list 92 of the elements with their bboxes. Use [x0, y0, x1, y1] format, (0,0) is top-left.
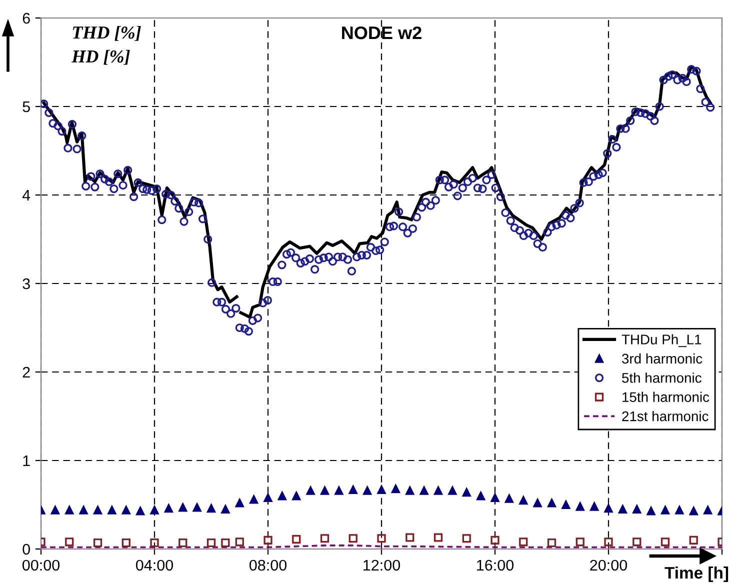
point — [235, 498, 244, 508]
point — [250, 495, 258, 504]
point — [377, 485, 386, 494]
legend-label: 21st harmonic — [622, 411, 708, 422]
point — [178, 538, 188, 548]
point — [79, 506, 88, 514]
x-tick-label: 00:00 — [22, 560, 60, 571]
point — [178, 503, 188, 512]
point — [632, 504, 642, 514]
point — [533, 498, 542, 508]
point — [434, 486, 443, 495]
point — [547, 498, 556, 508]
point — [150, 538, 159, 548]
point — [391, 484, 400, 494]
point — [292, 492, 301, 500]
point — [278, 492, 286, 500]
point — [490, 536, 500, 544]
point — [632, 538, 642, 546]
point — [576, 502, 584, 511]
point — [590, 502, 599, 511]
point — [348, 534, 358, 543]
point — [206, 538, 216, 548]
x-tick-label: 04:00 — [136, 560, 174, 571]
point — [704, 506, 712, 514]
y-axis-title: THD [%] HD [%] — [72, 26, 141, 65]
legend-label: THDu Ph_L1 — [622, 334, 702, 348]
point — [235, 538, 244, 546]
point — [562, 500, 570, 510]
point — [448, 486, 457, 495]
x-axis-title: Time [h] — [664, 566, 728, 582]
point — [675, 506, 684, 514]
y-tick-label: 1 — [23, 456, 30, 466]
x-tick-label: 08:00 — [249, 560, 287, 571]
chart-title: NODE w2 — [342, 26, 422, 40]
point — [618, 504, 627, 514]
legend-label: 5th harmonic — [622, 372, 702, 383]
point — [462, 488, 471, 497]
point — [490, 493, 500, 502]
y-tick-label: 0 — [22, 544, 30, 555]
point — [122, 538, 130, 548]
point — [65, 538, 74, 546]
point — [306, 486, 315, 495]
point — [264, 493, 272, 502]
point — [604, 538, 613, 546]
point — [93, 538, 102, 548]
point — [122, 506, 130, 514]
point — [348, 485, 358, 494]
x-tick-label: 12:00 — [364, 560, 400, 571]
point — [689, 506, 698, 516]
point — [660, 506, 670, 514]
legend-label: 15th harmonic — [622, 392, 710, 402]
y-tick-label: 5 — [22, 102, 30, 112]
point — [604, 504, 613, 513]
point — [50, 506, 60, 514]
point — [363, 486, 372, 495]
point — [406, 486, 414, 495]
y-tick-label: 2 — [22, 366, 30, 378]
point — [434, 533, 443, 542]
point — [108, 506, 116, 514]
point — [547, 538, 556, 548]
point — [519, 538, 528, 546]
point — [65, 506, 74, 514]
point — [576, 538, 584, 546]
point — [264, 536, 272, 544]
y-tick-label: 4 — [22, 190, 30, 201]
point — [689, 536, 698, 544]
point — [660, 538, 670, 546]
y-tick-label: 3 — [22, 278, 30, 290]
point — [519, 496, 528, 505]
point — [221, 504, 230, 514]
point — [136, 506, 145, 516]
point — [476, 492, 486, 500]
point — [646, 506, 656, 516]
point — [164, 504, 173, 513]
point — [334, 486, 344, 495]
point — [320, 486, 330, 495]
y-tick-label: 6 — [22, 12, 30, 24]
point — [150, 506, 159, 514]
point — [504, 494, 514, 503]
x-tick-label: 16:00 — [477, 560, 514, 571]
point — [320, 534, 330, 543]
point — [292, 534, 301, 544]
point — [420, 486, 428, 495]
point — [462, 534, 471, 543]
legend-label: 3rd harmonic — [622, 353, 702, 364]
x-tick-label: 20:00 — [590, 560, 628, 571]
point — [221, 538, 230, 548]
point — [206, 504, 216, 513]
point — [192, 503, 202, 512]
point — [93, 506, 102, 514]
point — [377, 534, 386, 543]
point — [406, 533, 414, 542]
